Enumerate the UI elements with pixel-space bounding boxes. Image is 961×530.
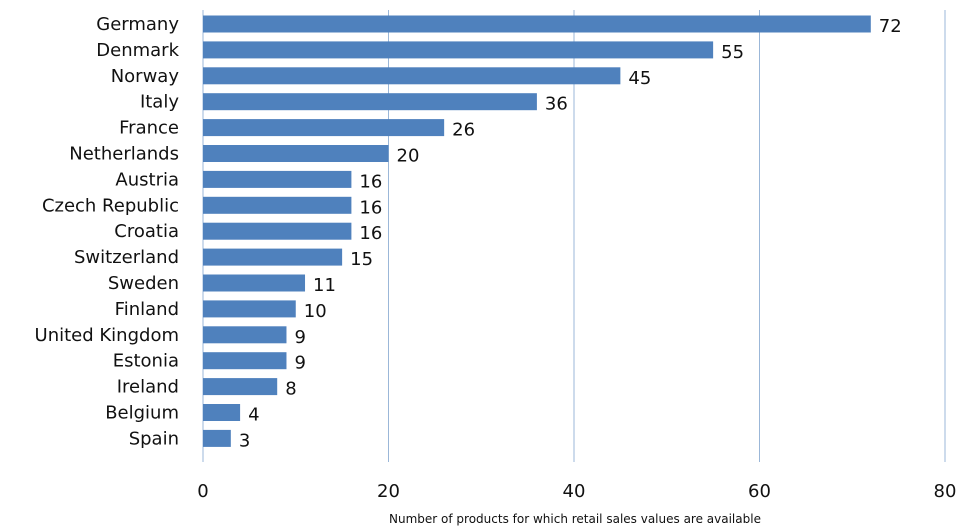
value-label: 45 — [628, 68, 651, 89]
x-axis-title: Number of products for which retail sale… — [389, 512, 761, 526]
value-label: 72 — [879, 16, 902, 37]
bars — [203, 15, 871, 447]
x-tick-labels: 0 20 40 60 80 — [197, 481, 956, 502]
value-label: 16 — [359, 197, 382, 218]
category-label: Estonia — [113, 351, 179, 372]
x-tick-label: 0 — [197, 481, 208, 502]
category-label: Finland — [115, 299, 179, 320]
bar-ireland — [203, 378, 278, 396]
x-tick-label: 40 — [563, 481, 586, 502]
category-label: Belgium — [105, 403, 179, 424]
category-label: France — [119, 118, 179, 139]
value-label: 36 — [545, 94, 568, 115]
x-tick-label: 80 — [934, 481, 957, 502]
value-label: 16 — [359, 171, 382, 192]
bar-belgium — [203, 404, 241, 421]
category-labels: Germany Denmark Norway Italy France Netherlan… — [35, 14, 180, 449]
value-label: 4 — [248, 405, 259, 426]
bar-finland — [203, 300, 296, 318]
bar-switzerland — [203, 248, 343, 266]
bar-austria — [203, 170, 352, 188]
category-label: Sweden — [108, 273, 179, 294]
bar-united-kingdom — [203, 326, 287, 344]
value-label: 20 — [397, 146, 420, 167]
bar-estonia — [203, 352, 287, 370]
category-label: Austria — [115, 169, 179, 190]
bar-denmark — [203, 41, 714, 59]
bar-italy — [203, 93, 537, 111]
bar-czech-republic — [203, 196, 352, 214]
bar-spain — [203, 429, 231, 447]
x-tick-label: 60 — [748, 481, 771, 502]
value-label: 15 — [350, 249, 373, 270]
category-label: Czech Republic — [42, 195, 179, 216]
bar-germany — [203, 15, 871, 33]
value-label: 10 — [304, 301, 327, 322]
category-label: Germany — [96, 14, 179, 35]
value-label: 55 — [721, 42, 744, 63]
bar-netherlands — [203, 145, 389, 162]
bar-france — [203, 119, 445, 137]
value-label: 9 — [294, 353, 305, 374]
category-label: Italy — [140, 92, 179, 113]
value-label: 9 — [294, 327, 305, 348]
category-label: Ireland — [117, 377, 179, 398]
value-label: 26 — [452, 120, 475, 141]
category-label: Netherlands — [69, 144, 179, 165]
category-label: Denmark — [96, 40, 179, 61]
value-label: 16 — [359, 223, 382, 244]
bar-croatia — [203, 222, 352, 240]
x-tick-label: 20 — [377, 481, 400, 502]
category-label: Spain — [129, 428, 179, 449]
value-label: 3 — [239, 430, 250, 451]
category-label: United Kingdom — [35, 325, 179, 346]
category-label: Norway — [111, 66, 180, 87]
category-label: Switzerland — [74, 247, 179, 268]
bar-sweden — [203, 274, 306, 292]
value-label: 11 — [313, 275, 336, 296]
bar-norway — [203, 67, 621, 85]
value-label: 8 — [285, 379, 296, 400]
category-label: Croatia — [114, 221, 179, 242]
value-labels: 72 55 45 36 26 20 16 16 16 15 11 10 9 9 8 4 3 — [239, 16, 902, 451]
